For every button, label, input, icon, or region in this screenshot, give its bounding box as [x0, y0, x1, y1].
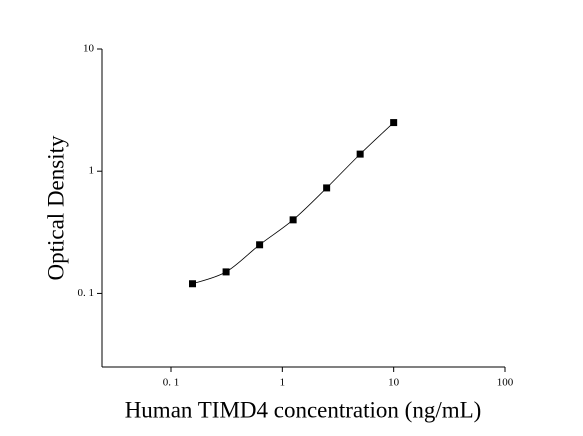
- x-tick-label: 10: [388, 377, 400, 389]
- y-tick-label: 1: [89, 165, 95, 177]
- data-point: [222, 268, 230, 276]
- x-tick-label: 1: [280, 377, 286, 389]
- x-tick-label: 100: [497, 377, 514, 389]
- x-tick-label: 0. 1: [163, 377, 180, 389]
- fit-curve: [192, 122, 394, 285]
- x-axis-label: Human TIMD4 concentration (ng/mL): [125, 397, 482, 422]
- data-point: [390, 119, 398, 127]
- y-axis-label: Optical Density: [43, 135, 68, 280]
- data-point: [189, 280, 197, 288]
- data-point: [289, 216, 297, 224]
- y-tick-label: 0. 1: [78, 287, 95, 299]
- data-point: [256, 241, 264, 249]
- y-tick-label: 10: [83, 43, 95, 55]
- data-point: [323, 184, 331, 192]
- data-point: [356, 150, 364, 158]
